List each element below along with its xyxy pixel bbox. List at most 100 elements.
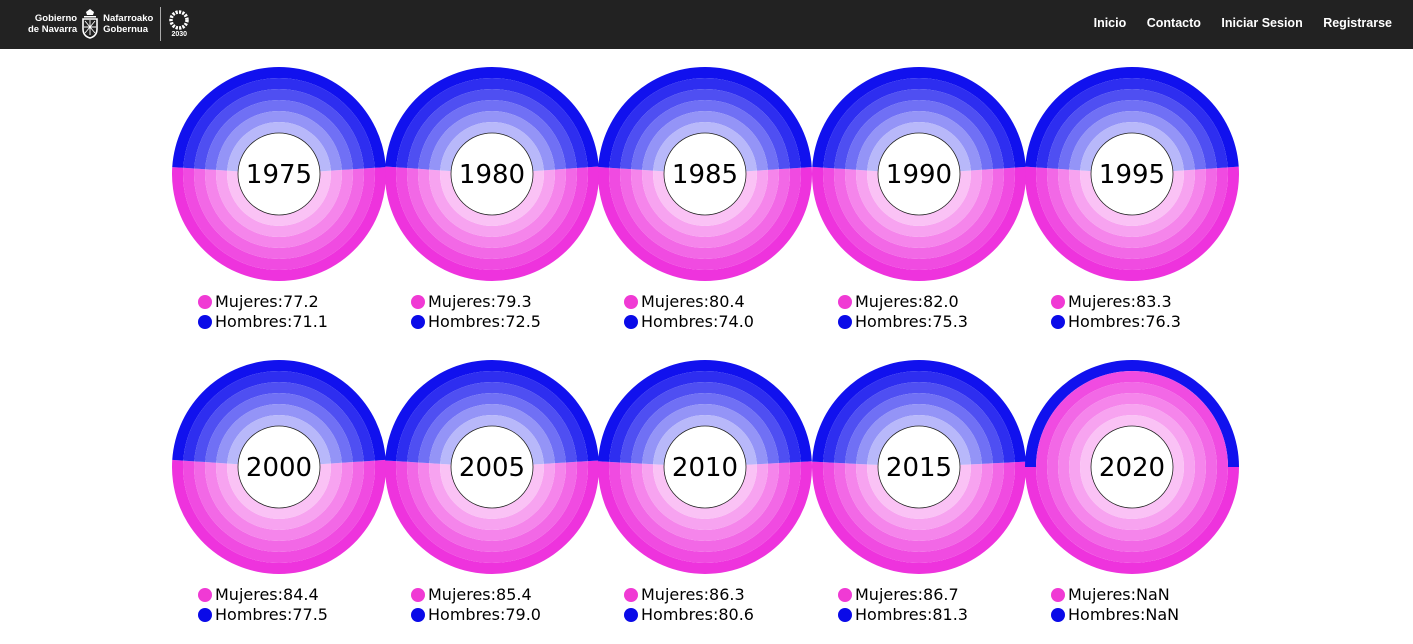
women-segment-1990-ring-1[interactable] xyxy=(823,167,1015,270)
women-segment-1975-ring-4[interactable] xyxy=(216,169,342,237)
men-segment-2010-ring-5[interactable] xyxy=(653,415,757,465)
women-segment-1995-ring-4[interactable] xyxy=(1069,169,1195,238)
men-segment-1985-ring-3[interactable] xyxy=(631,99,779,170)
men-segment-1990-ring-4[interactable] xyxy=(856,110,982,171)
men-segment-1995-ring-1[interactable] xyxy=(1036,77,1228,169)
men-segment-2005-ring-4[interactable] xyxy=(429,403,555,464)
men-segment-2015-ring-4[interactable] xyxy=(856,403,982,465)
men-segment-2010-ring-2[interactable] xyxy=(620,381,790,464)
men-segment-1995-ring-2[interactable] xyxy=(1047,88,1217,169)
women-segment-2015-ring-3[interactable] xyxy=(845,463,993,541)
women-segment-1990-ring-5[interactable] xyxy=(867,170,971,226)
women-segment-1975-ring-3[interactable] xyxy=(205,169,353,248)
men-segment-2010-ring-1[interactable] xyxy=(609,370,801,463)
women-segment-2015-ring-4[interactable] xyxy=(856,463,982,530)
men-segment-2000-ring-2[interactable] xyxy=(194,381,364,463)
men-segment-1975-ring-5[interactable] xyxy=(227,121,331,172)
men-segment-1975-ring-3[interactable] xyxy=(205,99,353,170)
men-segment-1985-ring-5[interactable] xyxy=(653,121,757,172)
women-segment-2000-ring-3[interactable] xyxy=(205,462,353,541)
men-segment-2020-ring-0[interactable] xyxy=(1025,360,1239,467)
men-segment-2015-ring-0[interactable] xyxy=(812,360,1026,463)
nav-iniciar-sesion[interactable]: Iniciar Sesion xyxy=(1221,16,1303,30)
men-segment-2010-ring-4[interactable] xyxy=(642,403,768,465)
women-segment-2000-ring-2[interactable] xyxy=(194,461,364,552)
men-segment-1980-ring-5[interactable] xyxy=(440,121,544,172)
women-segment-1980-ring-5[interactable] xyxy=(440,170,544,226)
women-segment-1990-ring-2[interactable] xyxy=(834,168,1004,259)
men-segment-1990-ring-2[interactable] xyxy=(834,88,1004,170)
women-segment-2010-ring-3[interactable] xyxy=(631,463,779,541)
men-segment-2000-ring-5[interactable] xyxy=(227,415,331,465)
men-segment-2005-ring-1[interactable] xyxy=(396,370,588,462)
men-segment-1990-ring-3[interactable] xyxy=(845,100,993,170)
women-segment-2000-ring-5[interactable] xyxy=(227,463,331,519)
women-segment-2010-ring-1[interactable] xyxy=(609,461,801,563)
women-segment-1980-ring-1[interactable] xyxy=(396,167,588,270)
men-segment-2010-ring-3[interactable] xyxy=(631,393,779,464)
men-segment-1975-ring-1[interactable] xyxy=(183,77,375,169)
men-segment-1980-ring-0[interactable] xyxy=(385,67,599,168)
women-segment-2020-ring-0[interactable] xyxy=(1025,467,1239,574)
women-segment-2005-ring-3[interactable] xyxy=(418,462,566,541)
men-segment-1990-ring-5[interactable] xyxy=(867,121,971,172)
women-segment-1975-ring-5[interactable] xyxy=(227,170,331,226)
women-segment-1975-ring-1[interactable] xyxy=(183,167,375,270)
women-segment-1975-ring-2[interactable] xyxy=(194,168,364,259)
women-segment-1985-ring-5[interactable] xyxy=(653,170,757,226)
women-segment-1980-ring-3[interactable] xyxy=(418,168,566,248)
men-segment-2005-ring-2[interactable] xyxy=(407,381,577,463)
men-segment-2010-ring-0[interactable] xyxy=(598,360,812,462)
men-segment-2015-ring-5[interactable] xyxy=(867,415,971,465)
men-segment-2000-ring-1[interactable] xyxy=(183,371,375,462)
women-segment-2010-ring-5[interactable] xyxy=(653,464,757,519)
women-segment-1995-ring-5[interactable] xyxy=(1080,170,1184,226)
women-segment-2000-ring-4[interactable] xyxy=(216,462,342,531)
women-segment-2005-ring-1[interactable] xyxy=(396,461,588,563)
men-segment-2015-ring-2[interactable] xyxy=(834,381,1004,464)
women-segment-2010-ring-4[interactable] xyxy=(642,463,768,530)
men-segment-2000-ring-3[interactable] xyxy=(205,392,353,463)
women-segment-2015-ring-1[interactable] xyxy=(823,462,1015,563)
men-segment-1995-ring-0[interactable] xyxy=(1025,67,1239,168)
women-segment-1985-ring-2[interactable] xyxy=(620,168,790,259)
men-segment-2015-ring-3[interactable] xyxy=(845,393,993,464)
nav-inicio[interactable]: Inicio xyxy=(1093,16,1127,30)
women-segment-1990-ring-3[interactable] xyxy=(845,169,993,249)
men-segment-1990-ring-1[interactable] xyxy=(823,77,1015,169)
women-segment-1985-ring-4[interactable] xyxy=(642,169,768,237)
men-segment-1975-ring-0[interactable] xyxy=(172,67,386,168)
women-segment-1995-ring-3[interactable] xyxy=(1058,168,1206,248)
men-segment-1975-ring-4[interactable] xyxy=(216,110,342,171)
women-segment-1985-ring-1[interactable] xyxy=(609,167,801,270)
men-segment-2005-ring-5[interactable] xyxy=(440,415,544,465)
nav-contacto[interactable]: Contacto xyxy=(1146,16,1201,30)
men-segment-2015-ring-1[interactable] xyxy=(823,370,1015,463)
men-segment-1995-ring-3[interactable] xyxy=(1058,99,1206,170)
women-segment-2010-ring-2[interactable] xyxy=(620,462,790,552)
nav-registrarse[interactable]: Registrarse xyxy=(1323,16,1392,30)
men-segment-1985-ring-1[interactable] xyxy=(609,77,801,169)
men-segment-1980-ring-1[interactable] xyxy=(396,77,588,169)
women-segment-1985-ring-3[interactable] xyxy=(631,169,779,248)
women-segment-1980-ring-2[interactable] xyxy=(407,168,577,260)
men-segment-2000-ring-4[interactable] xyxy=(216,404,342,464)
women-segment-1990-ring-4[interactable] xyxy=(856,169,982,237)
men-segment-2000-ring-0[interactable] xyxy=(172,360,386,461)
men-segment-1985-ring-0[interactable] xyxy=(598,67,812,168)
men-segment-1980-ring-3[interactable] xyxy=(418,99,566,170)
men-segment-1975-ring-2[interactable] xyxy=(194,89,364,170)
women-segment-2015-ring-5[interactable] xyxy=(867,464,971,519)
men-segment-1995-ring-5[interactable] xyxy=(1080,121,1184,172)
men-segment-2005-ring-0[interactable] xyxy=(385,360,599,462)
gobierno-navarra-logo[interactable]: Gobierno de Navarra Nafarroako Gobernua … xyxy=(28,5,190,43)
men-segment-1980-ring-4[interactable] xyxy=(429,110,555,171)
women-segment-2005-ring-2[interactable] xyxy=(407,461,577,552)
women-segment-1995-ring-2[interactable] xyxy=(1047,168,1217,259)
men-segment-2005-ring-3[interactable] xyxy=(418,392,566,464)
men-segment-1995-ring-4[interactable] xyxy=(1069,111,1195,171)
women-segment-2005-ring-4[interactable] xyxy=(429,463,555,530)
women-segment-2015-ring-2[interactable] xyxy=(834,462,1004,552)
men-segment-1985-ring-2[interactable] xyxy=(620,88,790,170)
women-segment-2005-ring-5[interactable] xyxy=(440,463,544,519)
